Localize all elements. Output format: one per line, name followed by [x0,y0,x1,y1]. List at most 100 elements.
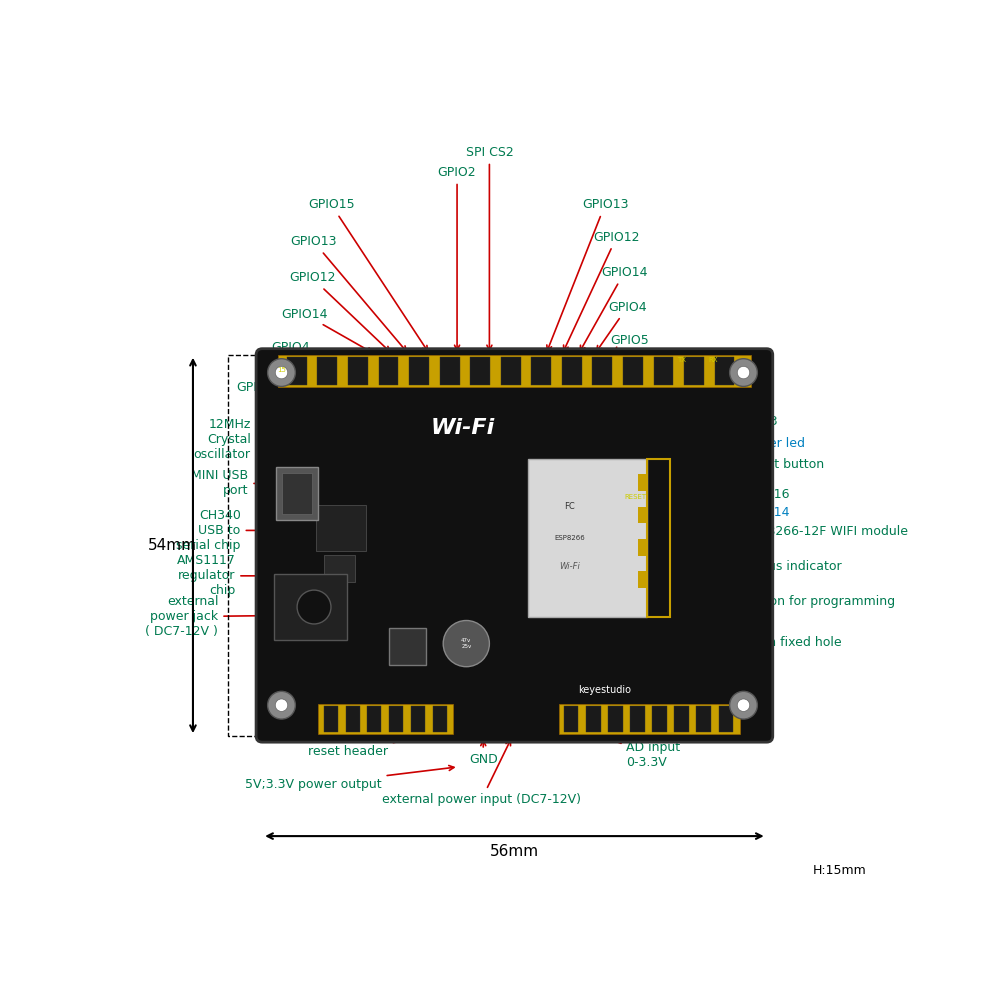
Circle shape [730,691,757,719]
Bar [684,357,704,385]
Bar [719,706,733,732]
Bar [346,706,360,732]
Text: SPI CS2: SPI CS2 [466,146,513,350]
Bar [630,706,645,732]
Text: reset header: reset header [308,735,423,758]
Text: GPIO1: GPIO1 [670,358,728,402]
Bar [608,706,623,732]
Text: GPIO4: GPIO4 [597,301,647,351]
Bar [324,555,355,582]
FancyBboxPatch shape [256,349,773,742]
Text: 5V;3.3V power output: 5V;3.3V power output [245,765,454,791]
Bar [638,474,647,491]
Text: RESET: RESET [625,494,647,500]
Text: Wi-Fi: Wi-Fi [559,562,580,571]
Bar [638,539,647,556]
Bar [562,357,582,385]
Circle shape [268,359,295,386]
Bar [470,357,490,385]
Bar [592,357,612,385]
Text: RX: RX [708,357,717,363]
Bar [586,706,601,732]
Bar [409,357,429,385]
Circle shape [275,366,288,379]
Text: GPIO14: GPIO14 [580,266,648,351]
Bar [411,706,425,732]
Text: 56mm: 56mm [489,844,539,859]
Text: GPIO14: GPIO14 [715,506,790,519]
Text: FC: FC [564,502,575,511]
Text: GPIO15: GPIO15 [308,198,428,351]
Text: button for programming: button for programming [715,595,895,608]
Bar [324,706,338,732]
Bar [318,704,453,734]
Text: GPIO16: GPIO16 [643,353,736,369]
Bar [228,355,767,736]
Text: TX: TX [677,357,686,363]
Text: ESP8266: ESP8266 [554,535,585,541]
Circle shape [730,359,757,386]
Circle shape [443,620,489,667]
Bar [638,571,647,588]
Circle shape [737,699,750,711]
Bar [348,357,368,385]
Bar [674,706,689,732]
Text: GPIO5: GPIO5 [237,381,319,394]
Bar [638,507,647,523]
Bar [559,704,740,734]
Bar [379,357,398,385]
Bar [282,473,312,514]
Text: external
power jack
( DC7-12V ): external power jack ( DC7-12V ) [145,595,310,638]
Text: GPIO2: GPIO2 [438,166,476,350]
Text: AD input
0-3.3V: AD input 0-3.3V [605,737,681,769]
Text: 47v
25v: 47v 25v [461,638,471,649]
Text: Reset button: Reset button [715,458,824,471]
Bar [696,706,711,732]
Text: GPIO13: GPIO13 [547,198,628,351]
Text: GPIO13: GPIO13 [290,235,406,351]
Text: Wi-Fi: Wi-Fi [430,418,495,438]
Text: GPIO12: GPIO12 [564,231,640,351]
Text: AMS1117
regulator
chip: AMS1117 regulator chip [176,554,310,597]
Circle shape [737,366,750,379]
Bar [501,357,521,385]
Bar [278,355,751,387]
Bar [274,574,347,640]
Bar [652,706,667,732]
Text: 15: 15 [277,367,286,373]
Text: 12MHz
Crystal
oscillator: 12MHz Crystal oscillator [194,418,310,461]
Text: keyestudio: keyestudio [578,685,631,695]
Bar [440,357,460,385]
Text: external power input (DC7-12V): external power input (DC7-12V) [382,740,581,806]
Text: GPIO3: GPIO3 [715,415,778,428]
Text: GPIO16: GPIO16 [715,488,790,501]
Text: status indicator: status indicator [715,560,841,573]
Bar [433,706,447,732]
Bar [531,357,551,385]
Bar [715,357,734,385]
Text: 54mm: 54mm [148,538,197,553]
Text: H:15mm: H:15mm [813,864,867,877]
Text: GPIO12: GPIO12 [289,271,390,352]
Bar [564,706,578,732]
Circle shape [268,691,295,719]
Bar [647,459,670,617]
Text: GND: GND [469,741,498,766]
Bar [287,357,307,385]
Circle shape [297,590,331,624]
Text: Power led: Power led [715,437,804,450]
Text: ESP8266-12F WIFI module: ESP8266-12F WIFI module [715,525,908,538]
Text: 3mm fixed hole: 3mm fixed hole [715,636,841,649]
Text: GPIO14: GPIO14 [281,308,372,353]
Text: MINI USB
port: MINI USB port [191,469,310,497]
Bar [389,628,426,665]
Text: GPIO5: GPIO5 [610,334,649,352]
Bar [389,706,403,732]
Bar [317,357,337,385]
Text: GPIO4: GPIO4 [271,341,354,356]
Bar [367,706,381,732]
Text: CH340
USB to
serial chip: CH340 USB to serial chip [176,509,310,552]
Circle shape [275,699,288,711]
Bar [276,466,318,520]
Bar [528,459,647,617]
